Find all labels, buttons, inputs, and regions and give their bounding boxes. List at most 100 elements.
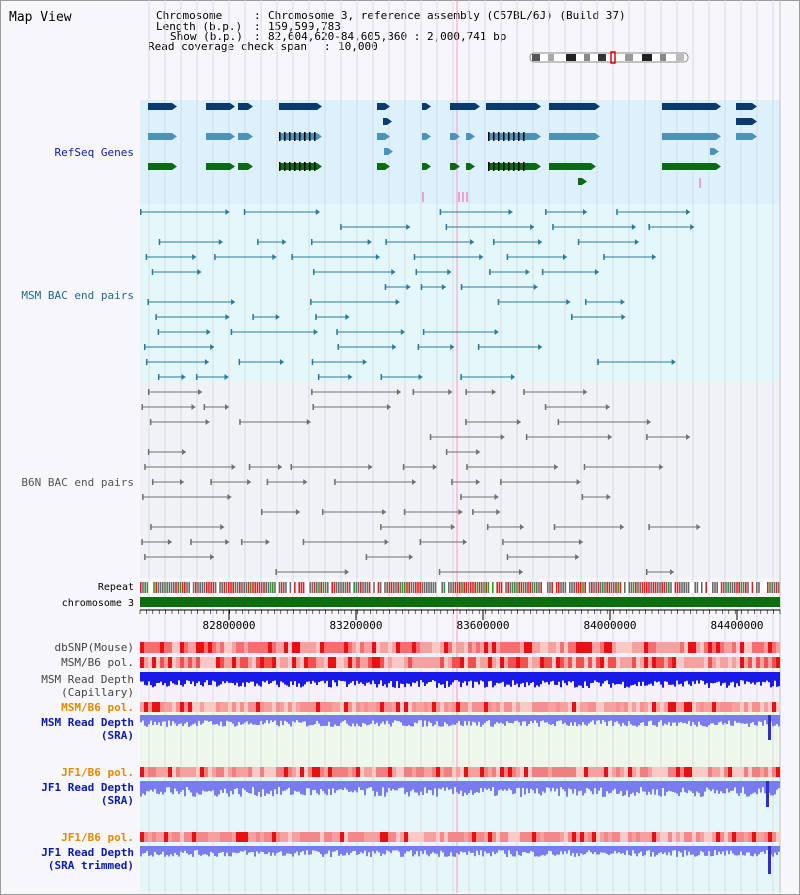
jf1-pol-heat-cell xyxy=(556,767,560,777)
msm-depth-capillary-bar xyxy=(676,672,678,681)
jf1-depth-trimmed-bar xyxy=(250,846,252,853)
chromosome-track-label: chromosome 3 xyxy=(61,598,134,609)
msm-depth-sra-bar xyxy=(760,715,762,722)
jf1-pol-heat-cell xyxy=(776,767,780,777)
jf1-depth-sra-bar xyxy=(640,781,642,788)
jf1-pol2-heat-cell xyxy=(436,832,440,842)
repeat-element xyxy=(256,582,259,593)
jf1-pol2-heat-cell xyxy=(528,832,532,842)
jf1-depth-trimmed-bar xyxy=(680,846,682,853)
msm-bac-pair-end xyxy=(621,314,626,320)
exon-mark xyxy=(304,162,306,171)
jf1-pol-heat-cell xyxy=(564,767,568,777)
msm-depth-sra-bar xyxy=(734,715,736,721)
msm-pol-heat-cell xyxy=(452,657,456,668)
jf1-pol-heat-cell xyxy=(692,767,696,777)
jf1-pol2-heat-cell xyxy=(208,832,212,842)
jf1-pol2-heat-cell xyxy=(336,832,340,842)
dbsnp-heat-cell xyxy=(464,642,468,653)
msm-pol2-heat-cell xyxy=(368,702,372,712)
msm-depth-capillary-bar xyxy=(556,672,558,685)
exon-mark xyxy=(513,162,515,171)
msm-pol2-heat-cell xyxy=(384,702,388,712)
jf1-pol-heat-cell xyxy=(732,767,736,777)
jf1-pol-heat-cell xyxy=(696,767,700,777)
jf1-depth-trimmed-bar xyxy=(428,846,430,857)
jf1-depth-trimmed-bar xyxy=(272,846,274,853)
jf1-depth-sra-bar xyxy=(704,781,706,792)
msm-bac-pair-end xyxy=(510,374,515,380)
jf1-depth-trimmed-bar xyxy=(434,846,436,854)
jf1-depth-trimmed-bar xyxy=(628,846,630,855)
msm-depth-capillary-bar xyxy=(692,672,694,682)
msm-depth-capillary-bar xyxy=(334,672,336,683)
jf1-depth-trimmed-bar xyxy=(410,846,412,851)
msm-pol-heat-cell xyxy=(544,657,548,668)
repeat-element xyxy=(324,582,327,593)
jf1-depth-trimmed-bar xyxy=(746,846,748,853)
dbsnp-heat-cell xyxy=(480,642,484,653)
msm-depth-sra-bar xyxy=(150,715,152,721)
repeat-element xyxy=(564,582,567,593)
jf1-pol2-heat-cell xyxy=(412,832,416,842)
msm-depth-sra-bar xyxy=(534,715,536,721)
jf1-depth-sra-bar xyxy=(618,781,620,794)
jf1-depth-sra-bar xyxy=(286,781,288,790)
msm-depth-capillary-bar xyxy=(376,672,378,688)
msm-pol2-heat-cell xyxy=(556,702,560,712)
jf1-depth-sra-bar xyxy=(460,781,462,791)
msm-depth-capillary-bar xyxy=(218,672,220,686)
msm-depth-sra-bar xyxy=(588,715,590,724)
msm-depth-capillary-bar xyxy=(582,672,584,688)
jf1-pol2-heat-cell xyxy=(592,832,596,842)
jf1-depth-trimmed-bar xyxy=(660,846,662,852)
msm-pol2-heat-cell xyxy=(448,702,452,712)
jf1-depth-trimmed-bar xyxy=(474,846,476,857)
jf1-depth-trimmed-bar xyxy=(592,846,594,855)
dbsnp-heat-cell xyxy=(140,642,144,653)
dbsnp-heat-cell xyxy=(752,642,756,653)
jf1-depth-trimmed-bar xyxy=(750,846,752,856)
jf1-pol2-heat-cell xyxy=(296,832,300,842)
jf1-depth-sra-bar xyxy=(666,781,668,792)
b6n-bac-pair-end xyxy=(419,539,422,545)
gene-feature xyxy=(422,133,426,140)
exon-mark xyxy=(279,162,281,171)
repeat-element xyxy=(582,582,584,593)
msm-depth-capillary-bar xyxy=(562,672,564,681)
msm-depth-sra-bar xyxy=(574,715,576,723)
msm-pol-heat-cell xyxy=(396,657,400,668)
coverage-value: 10,000 xyxy=(338,40,378,53)
msm-bac-pair-end xyxy=(439,209,442,215)
jf1-pol-heat-cell xyxy=(272,767,276,777)
msm-depth-sra-bar xyxy=(228,715,230,722)
msm-pol2-heat-cell xyxy=(408,702,412,712)
jf1-depth-trimmed-bar xyxy=(404,846,406,854)
jf1-depth-trimmed-bar xyxy=(590,846,592,853)
msm-depth-capillary-bar xyxy=(718,672,720,682)
jf1-depth-sra-bar xyxy=(770,781,772,796)
jf1-depth-sra-bar xyxy=(664,781,666,796)
jf1-pol-heat-cell xyxy=(372,767,376,777)
msm-depth-capillary-bar xyxy=(262,672,264,682)
jf1-depth-sra-bar xyxy=(734,781,736,788)
b6n-bac-pair-end xyxy=(239,419,241,425)
msm-depth-sra-bar xyxy=(754,715,756,726)
dbsnp-heat-cell xyxy=(592,642,596,653)
b6n-bac-pair-end xyxy=(557,419,560,425)
b6n-bac-pair-end xyxy=(578,539,583,545)
msm-depth-sra-bar xyxy=(310,715,312,726)
jf1-depth-trimmed-bar xyxy=(412,846,414,857)
jf1-pol2-heat-cell xyxy=(200,832,204,842)
jf1-depth-trimmed-bar xyxy=(324,846,326,855)
repeat-element xyxy=(681,582,683,593)
jf1-pol2-heat-cell xyxy=(620,832,624,842)
b6n-bac-pair-end xyxy=(516,419,521,425)
jf1-depth-trimmed-bar xyxy=(518,846,520,856)
jf1-pol2-heat-cell xyxy=(584,832,588,842)
dbsnp-heat-cell xyxy=(640,642,644,653)
msm-depth-capillary-bar xyxy=(738,672,740,686)
msm-depth-capillary-bar xyxy=(634,672,636,685)
msm-pol2-heat-cell xyxy=(728,702,732,712)
